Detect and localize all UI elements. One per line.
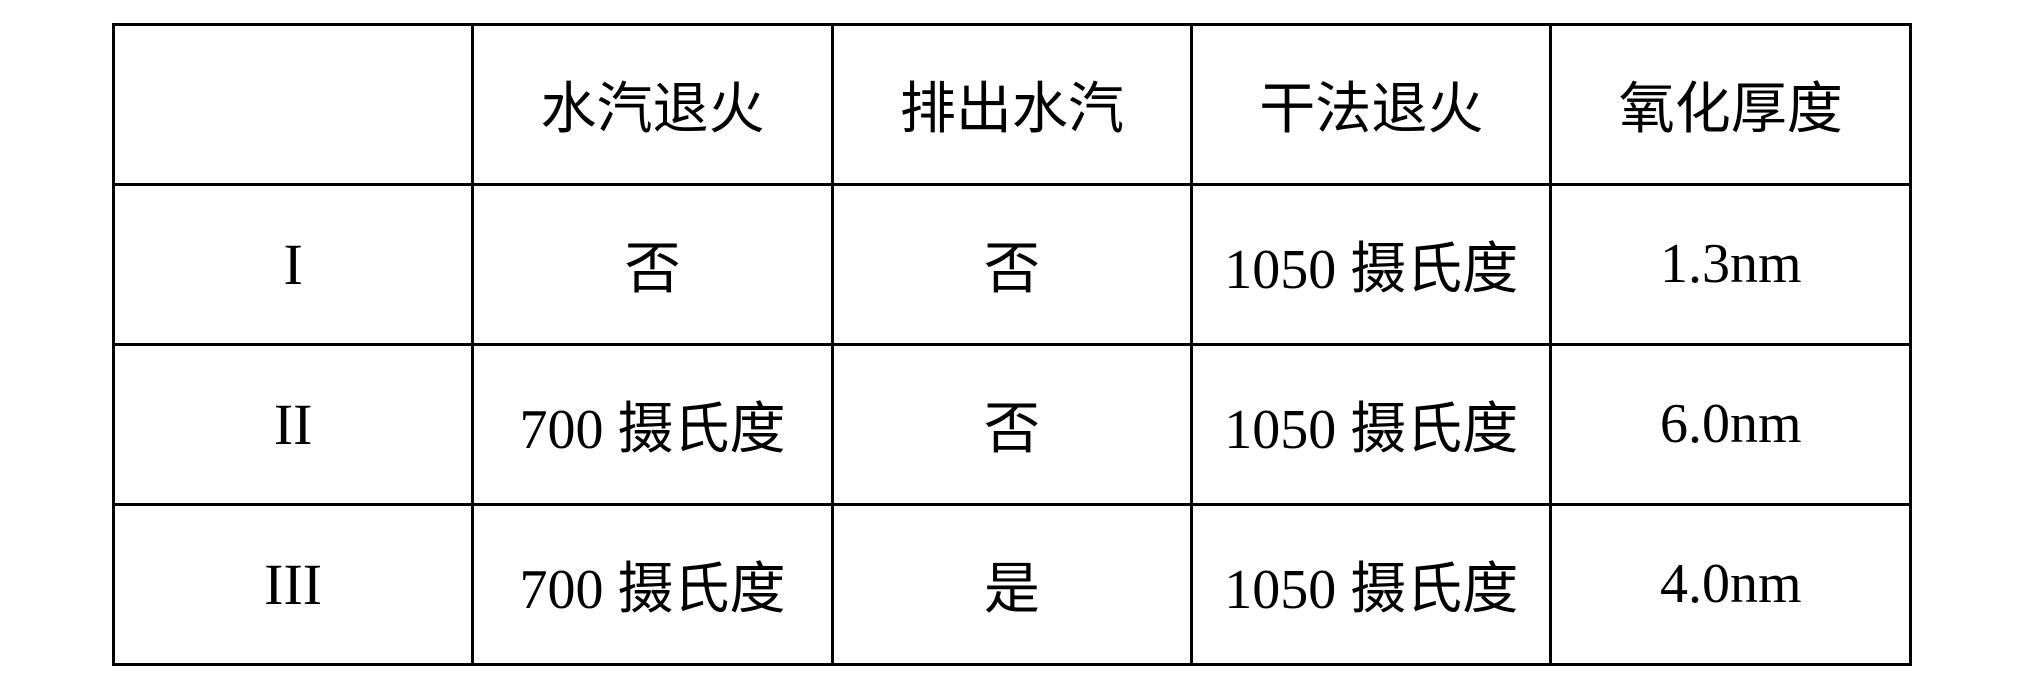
- row-label-3: III: [114, 504, 473, 664]
- cell-2-dry-anneal: 1050 摄氏度: [1191, 344, 1550, 504]
- cell-1-dry-anneal: 1050 摄氏度: [1191, 184, 1550, 344]
- cell-3-oxide-thickness: 4.0nm: [1551, 504, 1911, 664]
- cell-3-steam-exhaust: 是: [832, 504, 1191, 664]
- cell-1-steam-exhaust: 否: [832, 184, 1191, 344]
- cell-3-dry-anneal: 1050 摄氏度: [1191, 504, 1550, 664]
- table-row: I 否 否 1050 摄氏度 1.3nm: [114, 184, 1911, 344]
- header-cell-oxide-thickness: 氧化厚度: [1551, 24, 1911, 184]
- cell-2-oxide-thickness: 6.0nm: [1551, 344, 1911, 504]
- cell-2-steam-anneal: 700 摄氏度: [473, 344, 832, 504]
- data-table: 水汽退火 排出水汽 干法退火 氧化厚度 I 否 否 1050 摄氏度 1.3nm…: [112, 23, 1912, 666]
- cell-1-steam-anneal: 否: [473, 184, 832, 344]
- header-cell-steam-anneal: 水汽退火: [473, 24, 832, 184]
- cell-2-steam-exhaust: 否: [832, 344, 1191, 504]
- cell-3-steam-anneal: 700 摄氏度: [473, 504, 832, 664]
- cell-1-oxide-thickness: 1.3nm: [1551, 184, 1911, 344]
- header-cell-empty: [114, 24, 473, 184]
- header-cell-steam-exhaust: 排出水汽: [832, 24, 1191, 184]
- table-row: II 700 摄氏度 否 1050 摄氏度 6.0nm: [114, 344, 1911, 504]
- row-label-1: I: [114, 184, 473, 344]
- table-header-row: 水汽退火 排出水汽 干法退火 氧化厚度: [114, 24, 1911, 184]
- table-row: III 700 摄氏度 是 1050 摄氏度 4.0nm: [114, 504, 1911, 664]
- header-cell-dry-anneal: 干法退火: [1191, 24, 1550, 184]
- row-label-2: II: [114, 344, 473, 504]
